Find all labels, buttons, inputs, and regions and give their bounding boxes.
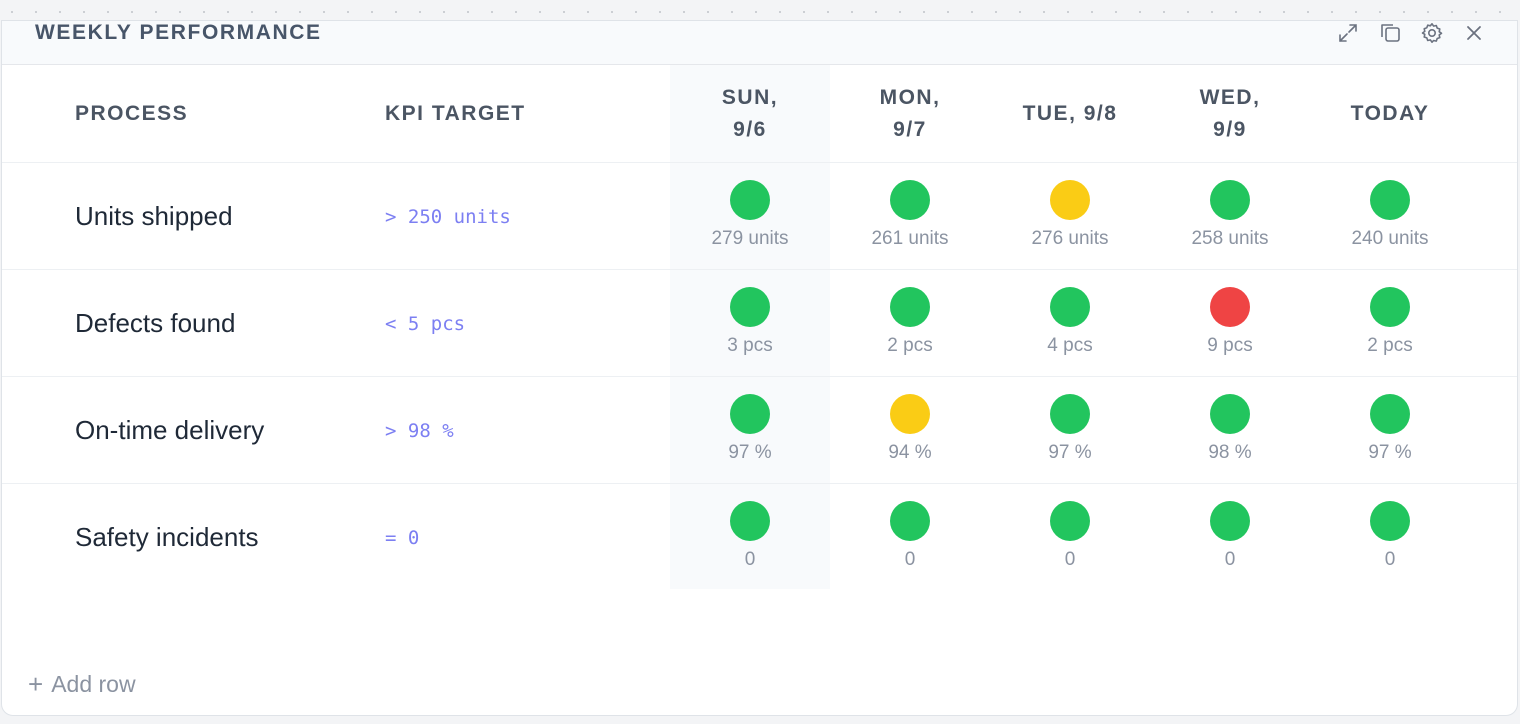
status-dot: [730, 394, 770, 434]
cell-value: 261 units: [871, 228, 949, 249]
status-dot: [890, 394, 930, 434]
status-cell[interactable]: 240 units: [1310, 163, 1470, 270]
table-row[interactable]: Units shipped > 250 units 279 units 261 …: [2, 163, 1517, 270]
add-row-label: Add row: [51, 670, 136, 697]
status-cell[interactable]: 276 units: [990, 163, 1150, 270]
status-dot: [1370, 180, 1410, 220]
cell-value: 0: [744, 549, 756, 570]
cell-value: 9 pcs: [1207, 335, 1253, 356]
cell-value: 240 units: [1351, 228, 1429, 249]
column-header-day: TUE, 9/8: [990, 65, 1150, 163]
cell-value: 279 units: [711, 228, 789, 249]
column-header-kpi-target: KPI TARGET: [385, 102, 526, 125]
status-dot: [1210, 287, 1250, 327]
status-dot: [730, 501, 770, 541]
status-cell[interactable]: 4 pcs: [990, 270, 1150, 377]
kpi-target: > 98 %: [385, 419, 454, 442]
status-dot: [1050, 180, 1090, 220]
table-row[interactable]: On-time delivery > 98 % 97 % 94 % 97 % 9…: [2, 377, 1517, 484]
cell-value: 276 units: [1031, 228, 1109, 249]
status-dot: [1210, 394, 1250, 434]
status-cell[interactable]: 0: [1310, 484, 1470, 591]
column-header-day: SUN, 9/6: [670, 65, 830, 163]
day-label-line2: 9/6: [733, 118, 767, 141]
process-name: Safety incidents: [75, 522, 259, 552]
status-dot: [1370, 501, 1410, 541]
gear-icon[interactable]: [1419, 21, 1445, 45]
status-dot: [890, 287, 930, 327]
day-label-line1: TODAY: [1350, 102, 1430, 125]
weekly-performance-widget: WEEKLY PERFORMANCE PROCES: [1, 20, 1518, 716]
day-label-line1: SUN,: [721, 86, 779, 109]
column-header-process: PROCESS: [75, 102, 189, 125]
table-header-row: PROCESS KPI TARGET SUN, 9/6 MON, 9/7 TUE, …: [2, 65, 1517, 163]
widget-header: WEEKLY PERFORMANCE: [2, 21, 1517, 65]
cell-value: 94 %: [888, 442, 932, 463]
column-header-day: WED, 9/9: [1150, 65, 1310, 163]
status-dot: [890, 501, 930, 541]
status-cell[interactable]: 98 %: [1150, 377, 1310, 484]
cell-value: 97 %: [728, 442, 772, 463]
day-label-line1: TUE, 9/8: [1022, 102, 1118, 125]
day-label-line2: 9/9: [1213, 118, 1247, 141]
status-cell[interactable]: 0: [830, 484, 990, 591]
kpi-target: = 0: [385, 526, 420, 549]
day-label-line1: MON,: [879, 86, 941, 109]
day-label-line1: WED,: [1199, 86, 1261, 109]
table-row[interactable]: Defects found < 5 pcs 3 pcs 2 pcs 4 pcs …: [2, 270, 1517, 377]
process-name: Units shipped: [75, 201, 233, 231]
cell-value: 97 %: [1368, 442, 1412, 463]
status-cell[interactable]: 94 %: [830, 377, 990, 484]
cell-value: 98 %: [1208, 442, 1252, 463]
status-dot: [1370, 394, 1410, 434]
status-cell[interactable]: 261 units: [830, 163, 990, 270]
status-cell[interactable]: 0: [670, 484, 830, 591]
status-dot: [1210, 180, 1250, 220]
cell-value: 2 pcs: [887, 335, 933, 356]
status-cell[interactable]: 97 %: [990, 377, 1150, 484]
kpi-target: < 5 pcs: [385, 312, 466, 335]
status-cell[interactable]: 9 pcs: [1150, 270, 1310, 377]
status-dot: [1370, 287, 1410, 327]
status-dot: [1050, 287, 1090, 327]
cell-value: 3 pcs: [727, 335, 773, 356]
status-dot: [890, 180, 930, 220]
cell-value: 0: [1384, 549, 1396, 570]
widget-title: WEEKLY PERFORMANCE: [35, 21, 322, 44]
status-cell[interactable]: 97 %: [1310, 377, 1470, 484]
status-cell[interactable]: 2 pcs: [1310, 270, 1470, 377]
cell-value: 4 pcs: [1047, 335, 1093, 356]
plus-icon: +: [28, 669, 44, 699]
status-cell[interactable]: 258 units: [1150, 163, 1310, 270]
duplicate-icon[interactable]: [1377, 21, 1403, 45]
column-header-day: MON, 9/7: [830, 65, 990, 163]
status-cell[interactable]: 3 pcs: [670, 270, 830, 377]
cell-value: 0: [1064, 549, 1076, 570]
status-cell[interactable]: 2 pcs: [830, 270, 990, 377]
column-header-today: TODAY: [1310, 65, 1470, 163]
cell-value: 2 pcs: [1367, 335, 1413, 356]
status-cell[interactable]: 97 %: [670, 377, 830, 484]
close-icon[interactable]: [1461, 21, 1487, 45]
cell-value: 258 units: [1191, 228, 1269, 249]
cell-value: 0: [1224, 549, 1236, 570]
status-dot: [730, 287, 770, 327]
add-row-button[interactable]: + Add row: [28, 669, 136, 699]
day-label-line2: 9/7: [893, 118, 927, 141]
status-cell[interactable]: 0: [990, 484, 1150, 591]
status-dot: [1050, 501, 1090, 541]
process-name: Defects found: [75, 308, 236, 338]
cell-value: 0: [904, 549, 916, 570]
process-name: On-time delivery: [75, 415, 265, 445]
table-row[interactable]: Safety incidents = 0 0 0 0 0 0: [2, 484, 1517, 591]
status-dot: [1210, 501, 1250, 541]
cell-value: 97 %: [1048, 442, 1092, 463]
status-dot: [1050, 394, 1090, 434]
status-cell[interactable]: 279 units: [670, 163, 830, 270]
kpi-target: > 250 units: [385, 205, 511, 228]
expand-icon[interactable]: [1335, 21, 1361, 45]
status-cell[interactable]: 0: [1150, 484, 1310, 591]
status-dot: [730, 180, 770, 220]
